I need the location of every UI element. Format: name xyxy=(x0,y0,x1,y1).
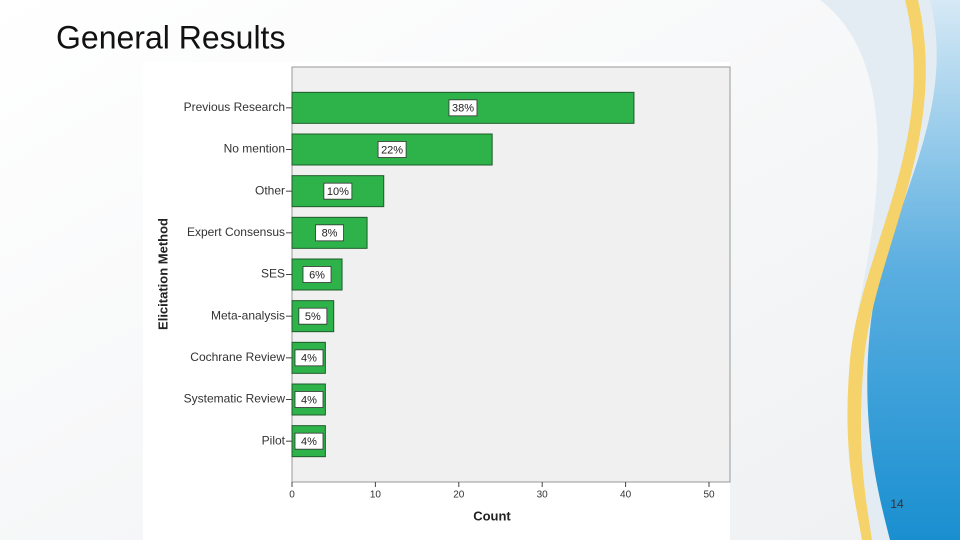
page-number: 14 xyxy=(890,497,904,511)
y-tick-label: Cochrane Review xyxy=(190,350,285,364)
x-tick-label: 40 xyxy=(620,490,632,501)
x-axis-title: Count xyxy=(473,508,511,523)
y-tick-label: Previous Research xyxy=(184,100,285,114)
plot-area xyxy=(291,66,731,483)
bar-label-box xyxy=(294,349,324,367)
bar-label: 8% xyxy=(322,228,338,240)
bar-label-box xyxy=(294,432,324,450)
y-tick-label: Other xyxy=(255,183,285,197)
bar-label: 4% xyxy=(301,436,317,448)
bar-label: 5% xyxy=(305,311,321,323)
bar-label: 38% xyxy=(452,103,474,115)
x-tick-label: 50 xyxy=(703,490,715,501)
y-axis-title: Elicitation Method xyxy=(155,218,170,330)
y-tick-label: Expert Consensus xyxy=(187,225,285,239)
slide-title: General Results xyxy=(56,19,285,55)
y-tick-label: Pilot xyxy=(262,433,286,447)
decor-wave xyxy=(867,0,960,540)
decor-stripe xyxy=(847,0,926,540)
x-tick-label: 20 xyxy=(453,490,465,501)
y-tick-label: Systematic Review xyxy=(184,392,286,406)
bar-label-box xyxy=(294,391,324,408)
bar-label-box xyxy=(302,266,332,283)
x-tick-label: 10 xyxy=(370,490,382,501)
bar-label: 4% xyxy=(301,353,317,365)
bar-label: 22% xyxy=(381,144,403,156)
x-tick-label: 30 xyxy=(537,490,549,501)
bar-label: 4% xyxy=(301,394,317,406)
y-tick-label: No mention xyxy=(224,142,285,156)
bar-label: 6% xyxy=(309,269,325,281)
y-tick-label: SES xyxy=(261,267,285,281)
bar-label-box xyxy=(448,99,478,117)
bar-label: 10% xyxy=(327,186,349,198)
bar-label-box xyxy=(298,307,328,325)
x-tick-label: 0 xyxy=(289,490,295,501)
bar-label-box xyxy=(377,141,407,158)
y-tick-label: Meta-analysis xyxy=(211,308,285,322)
bar-label-box xyxy=(315,224,344,242)
bar-label-box xyxy=(323,182,353,200)
